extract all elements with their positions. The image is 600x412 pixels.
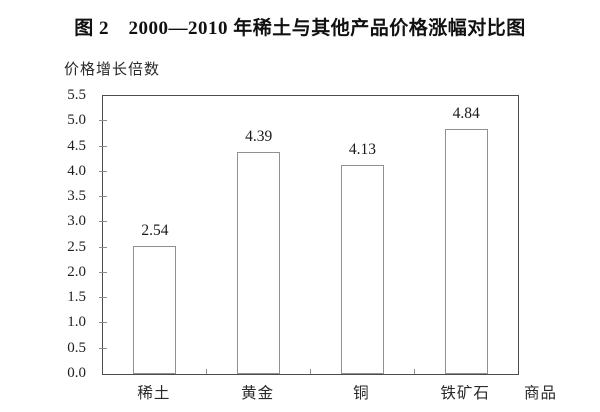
bar-稀土 bbox=[133, 245, 177, 374]
bar-value-label: 4.39 bbox=[245, 128, 273, 146]
x-category-label: 铁矿石 bbox=[440, 385, 490, 402]
y-tick-mark bbox=[99, 196, 107, 198]
y-tick-label: 2.5 bbox=[67, 238, 86, 255]
y-tick-label: 4.0 bbox=[67, 162, 86, 179]
y-tick-mark bbox=[99, 246, 107, 248]
x-tick-mark bbox=[413, 369, 415, 374]
x-axis-unit-label: 商品 bbox=[524, 385, 558, 402]
y-tick-mark bbox=[99, 145, 107, 147]
y-tick-label: 4.5 bbox=[67, 137, 86, 154]
bar-value-label: 4.84 bbox=[452, 105, 480, 123]
y-tick-label: 0.5 bbox=[67, 339, 86, 356]
y-tick-label: 3.0 bbox=[67, 213, 86, 230]
bar-value-label: 4.13 bbox=[348, 141, 376, 159]
y-axis-unit-label: 价格增长倍数 bbox=[64, 62, 161, 78]
y-tick-mark bbox=[99, 271, 107, 273]
bar-铜 bbox=[340, 165, 384, 374]
y-tick-mark bbox=[99, 170, 107, 172]
x-category-label: 黄金 bbox=[241, 385, 275, 402]
bar-value-label: 2.54 bbox=[141, 221, 169, 239]
y-tick-label: 2.0 bbox=[67, 263, 86, 280]
y-tick-label: 5.0 bbox=[67, 112, 86, 129]
bar-黄金 bbox=[237, 152, 281, 374]
x-tick-mark bbox=[206, 369, 208, 374]
y-tick-mark bbox=[99, 297, 107, 299]
x-category-label: 铜 bbox=[353, 385, 370, 402]
y-tick-label: 3.5 bbox=[67, 188, 86, 205]
y-tick-mark bbox=[99, 120, 107, 122]
y-tick-mark bbox=[99, 322, 107, 324]
y-tick-mark bbox=[99, 221, 107, 223]
bar-铁矿石 bbox=[444, 129, 488, 374]
plot-area: 2.54 4.39 4.13 4.84 bbox=[99, 95, 519, 375]
x-tick-mark bbox=[310, 369, 311, 374]
y-tick-mark bbox=[99, 347, 107, 349]
x-category-label: 稀土 bbox=[137, 385, 171, 402]
y-tick-label: 5.5 bbox=[67, 87, 86, 103]
y-tick-label: 1.5 bbox=[67, 289, 86, 306]
chart-title: 图 2 2000—2010 年稀土与其他产品价格涨幅对比图 bbox=[74, 18, 526, 39]
y-tick-label: 0.0 bbox=[67, 365, 86, 381]
y-tick-label: 1.0 bbox=[67, 314, 86, 331]
